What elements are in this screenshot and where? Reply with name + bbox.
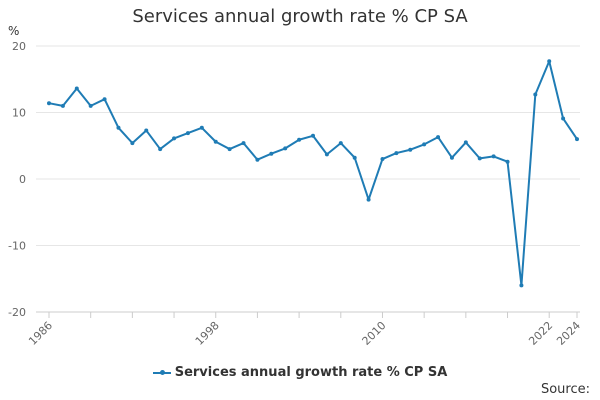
data-point[interactable] <box>130 141 135 146</box>
data-point[interactable] <box>297 137 302 142</box>
y-axis-unit-label: % <box>8 24 20 38</box>
legend[interactable]: Services annual growth rate % CP SA <box>0 365 600 380</box>
data-point[interactable] <box>241 141 246 146</box>
data-point[interactable] <box>255 157 260 162</box>
legend-line-marker-icon <box>152 368 171 378</box>
y-tick-label: -10 <box>8 240 26 253</box>
x-tick-label: 2024 <box>554 319 583 348</box>
data-point[interactable] <box>477 156 482 161</box>
y-tick-label: 10 <box>12 107 26 120</box>
data-point[interactable] <box>102 97 107 102</box>
data-point[interactable] <box>547 59 552 64</box>
data-point[interactable] <box>352 155 357 160</box>
data-point[interactable] <box>158 147 163 152</box>
data-point[interactable] <box>519 283 524 288</box>
data-point[interactable] <box>408 147 413 152</box>
x-tick-label: 2010 <box>360 319 389 348</box>
data-point[interactable] <box>74 86 79 91</box>
y-tick-label: 0 <box>19 173 26 186</box>
data-point[interactable] <box>436 135 441 140</box>
data-point[interactable] <box>116 125 121 130</box>
data-point[interactable] <box>185 131 190 136</box>
source-label: Source: <box>540 382 590 397</box>
data-point[interactable] <box>449 155 454 160</box>
data-point[interactable] <box>533 92 538 97</box>
legend-label: Services annual growth rate % CP SA <box>174 365 448 380</box>
y-tick-label: -20 <box>8 306 26 319</box>
data-point[interactable] <box>324 152 329 157</box>
data-point[interactable] <box>88 103 93 108</box>
data-point[interactable] <box>144 128 149 133</box>
data-point[interactable] <box>491 154 496 159</box>
data-point[interactable] <box>422 142 427 147</box>
data-point[interactable] <box>283 146 288 151</box>
data-point[interactable] <box>338 141 343 146</box>
data-point[interactable] <box>47 101 51 106</box>
chart-title: Services annual growth rate % CP SA <box>132 6 468 27</box>
data-point[interactable] <box>227 147 232 152</box>
y-tick-label: 20 <box>12 40 26 53</box>
data-point[interactable] <box>172 136 177 141</box>
data-point[interactable] <box>213 139 218 144</box>
x-tick-label: 1998 <box>193 319 222 348</box>
data-point[interactable] <box>366 197 371 202</box>
data-point[interactable] <box>463 140 468 145</box>
x-tick-label: 2022 <box>526 319 555 348</box>
data-point[interactable] <box>394 151 399 156</box>
data-point[interactable] <box>311 133 315 138</box>
data-point[interactable] <box>199 125 204 130</box>
series-line <box>48 60 578 287</box>
data-point[interactable] <box>561 116 566 121</box>
data-point[interactable] <box>575 137 579 142</box>
data-point[interactable] <box>269 151 274 156</box>
data-point[interactable] <box>60 103 65 108</box>
x-tick-label: 1986 <box>26 319 55 348</box>
data-point[interactable] <box>380 157 385 162</box>
data-point[interactable] <box>505 159 510 164</box>
